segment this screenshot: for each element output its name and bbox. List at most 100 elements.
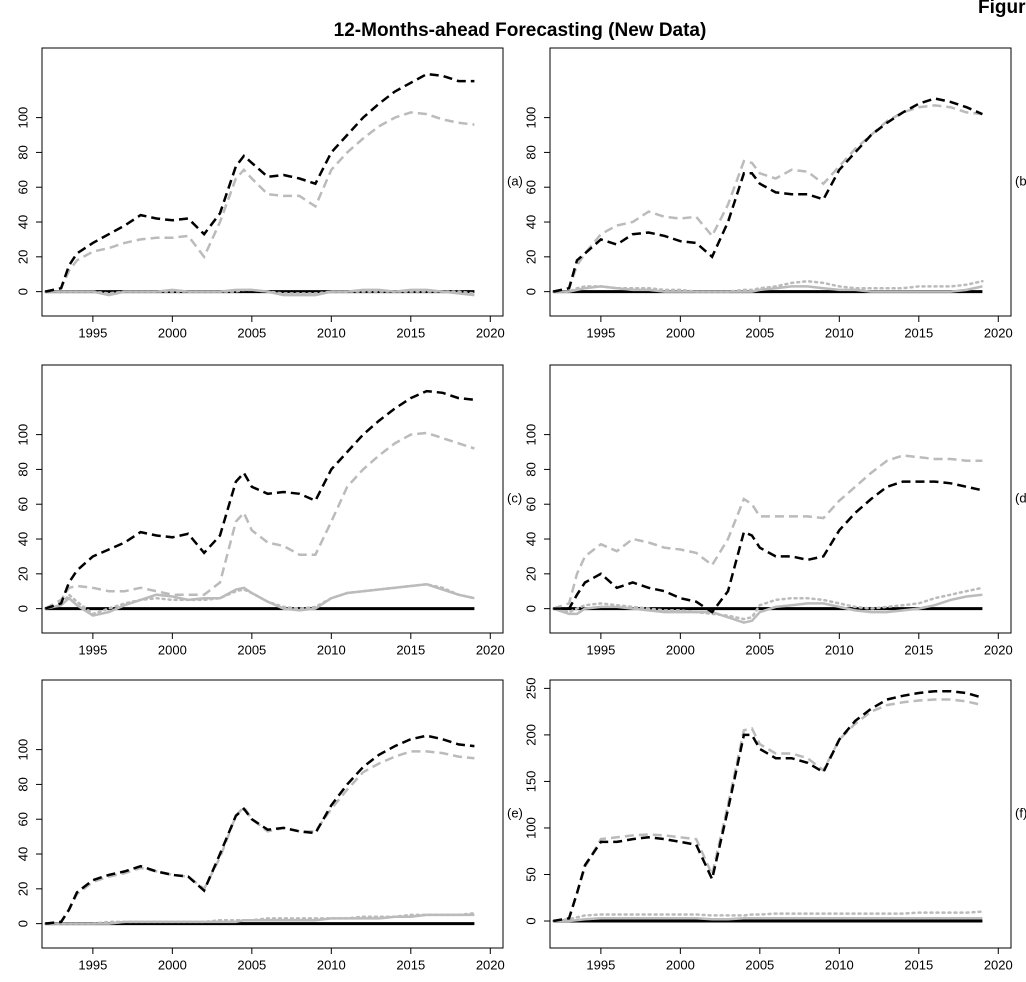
y-tick-label: 60 <box>523 180 538 194</box>
x-tick-label: 2020 <box>984 325 1013 340</box>
y-tick-label: 100 <box>15 739 30 761</box>
series-line <box>552 104 983 293</box>
y-tick-label: 150 <box>523 771 538 793</box>
y-tick-label: 80 <box>15 777 30 791</box>
y-tick-label: 20 <box>15 882 30 896</box>
y-tick-label: 200 <box>523 724 538 746</box>
series-line <box>44 111 475 293</box>
x-tick-label: 2005 <box>237 957 266 972</box>
series-line <box>43 911 476 925</box>
x-tick-label: 1995 <box>78 325 107 340</box>
x-tick-label: 2000 <box>666 642 695 657</box>
series-line <box>45 734 475 925</box>
x-tick-label: 2015 <box>904 957 933 972</box>
figure-label: Figure 6 <box>978 0 1026 18</box>
y-tick-label: 20 <box>15 567 30 581</box>
y-tick-label: 0 <box>15 605 30 612</box>
x-tick-label: 2010 <box>825 957 854 972</box>
y-tick-label: 20 <box>523 567 538 581</box>
panel-label: (a) <box>507 173 523 188</box>
y-tick-label: 80 <box>523 145 538 159</box>
panel-label: (c) <box>507 490 522 505</box>
y-tick-label: 100 <box>15 424 30 446</box>
panel-label: (e) <box>507 805 523 820</box>
x-tick-label: 2005 <box>745 957 774 972</box>
x-tick-label: 2020 <box>984 957 1013 972</box>
y-tick-label: 0 <box>15 920 30 927</box>
plot-frame <box>549 679 1012 949</box>
series-line <box>45 750 475 925</box>
x-tick-label: 2000 <box>666 957 695 972</box>
x-tick-label: 2010 <box>317 642 346 657</box>
series-line <box>552 97 983 293</box>
plot-frame <box>41 47 504 317</box>
x-tick-label: 2015 <box>904 642 933 657</box>
x-tick-label: 2000 <box>158 642 187 657</box>
series-line <box>551 910 984 923</box>
plot-frame <box>41 364 504 634</box>
y-tick-label: 20 <box>15 250 30 264</box>
x-tick-label: 2020 <box>984 642 1013 657</box>
series-line <box>43 583 476 616</box>
x-tick-label: 2005 <box>237 642 266 657</box>
x-tick-label: 2005 <box>745 325 774 340</box>
x-tick-label: 2000 <box>158 325 187 340</box>
series-line <box>553 916 983 923</box>
y-tick-label: 0 <box>15 288 30 295</box>
x-tick-label: 2015 <box>396 642 425 657</box>
panel-label: (b) <box>1015 173 1026 188</box>
y-tick-label: 100 <box>523 107 538 129</box>
series-line <box>553 480 983 614</box>
y-tick-label: 40 <box>15 532 30 546</box>
panel-label: (f) <box>1015 805 1026 820</box>
y-tick-label: 60 <box>523 497 538 511</box>
x-tick-label: 2020 <box>476 957 505 972</box>
y-tick-label: 0 <box>523 917 538 924</box>
y-tick-label: 100 <box>523 817 538 839</box>
x-tick-label: 1995 <box>586 957 615 972</box>
x-tick-label: 1995 <box>78 957 107 972</box>
x-tick-label: 2020 <box>476 325 505 340</box>
series-line <box>43 288 476 295</box>
x-tick-label: 2010 <box>317 325 346 340</box>
x-tick-label: 2015 <box>396 957 425 972</box>
series-line <box>552 593 983 624</box>
series-line <box>44 431 475 610</box>
x-tick-label: 2010 <box>825 642 854 657</box>
x-tick-label: 2020 <box>476 642 505 657</box>
plot-frame <box>549 47 1012 317</box>
y-tick-label: 250 <box>523 678 538 700</box>
y-tick-label: 60 <box>15 812 30 826</box>
y-tick-label: 50 <box>523 867 538 881</box>
series-line <box>552 698 983 923</box>
x-tick-label: 2000 <box>158 957 187 972</box>
x-tick-label: 2005 <box>237 325 266 340</box>
y-tick-label: 40 <box>15 847 30 861</box>
y-tick-label: 40 <box>15 215 30 229</box>
y-tick-label: 0 <box>523 288 538 295</box>
series-line <box>552 689 983 923</box>
x-tick-label: 1995 <box>78 642 107 657</box>
series-line <box>44 72 475 293</box>
plot-frame <box>41 679 504 949</box>
y-tick-label: 20 <box>523 250 538 264</box>
x-tick-label: 1995 <box>586 642 615 657</box>
series-line <box>551 279 984 293</box>
y-tick-label: 100 <box>523 424 538 446</box>
x-tick-label: 1995 <box>586 325 615 340</box>
y-tick-label: 80 <box>15 462 30 476</box>
x-tick-label: 2015 <box>396 325 425 340</box>
x-tick-label: 2010 <box>317 957 346 972</box>
y-tick-label: 40 <box>523 215 538 229</box>
x-tick-label: 2005 <box>745 642 774 657</box>
y-tick-label: 80 <box>523 462 538 476</box>
x-tick-label: 2015 <box>904 325 933 340</box>
panel-label: (d) <box>1015 490 1026 505</box>
y-tick-label: 0 <box>523 605 538 612</box>
series-line <box>551 586 984 621</box>
series-line <box>552 454 983 610</box>
series-line <box>44 389 475 610</box>
y-tick-label: 80 <box>15 145 30 159</box>
